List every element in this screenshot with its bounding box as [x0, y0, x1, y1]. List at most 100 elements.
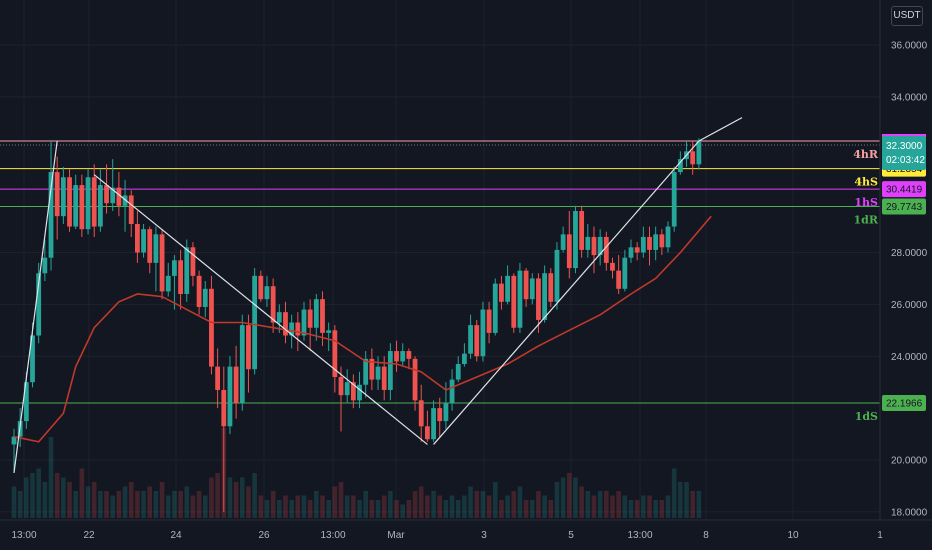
candle-body [172, 260, 177, 276]
time-axis[interactable]: 13:00 22 24 26 13:00 Mar 3 5 13:00 8 10 1 [0, 519, 932, 541]
volume-bar [628, 500, 634, 518]
candle-body [135, 223, 140, 253]
volume-bar [554, 482, 560, 518]
last-price-tag [882, 135, 926, 170]
level-name-label: 1dR [854, 213, 879, 226]
volume-bar [449, 495, 455, 518]
bar-countdown: 02:03:42 [886, 155, 925, 166]
candle-body [640, 236, 646, 253]
time-tick-label: 13:00 [320, 530, 345, 541]
grid-lines [0, 0, 881, 520]
trend-line[interactable] [93, 174, 428, 445]
volume-bar [54, 473, 60, 518]
candle-body [418, 400, 424, 427]
candle-body [579, 211, 585, 250]
candle-body [690, 151, 696, 165]
volume-bar [110, 495, 116, 518]
price-tick-label: 36.0000 [891, 41, 928, 52]
candle-body [536, 278, 541, 320]
candle-body [233, 366, 239, 403]
volume-bar [597, 491, 603, 518]
candle-body [449, 379, 455, 403]
price-tags: 31.235430.441929.774322.196632.300002:03… [882, 133, 926, 412]
candlestick-series [11, 138, 702, 512]
volume-bar [573, 477, 578, 518]
candle-body [566, 234, 572, 269]
price-axis[interactable]: 36.0000 34.0000 28.0000 26.0000 24.0000 20.00… [879, 0, 928, 520]
last-price-value: 32.3000 [886, 141, 923, 152]
candle-body [431, 408, 436, 440]
candle-body [23, 382, 29, 422]
volume-bar [425, 495, 430, 518]
candle-body [387, 351, 393, 390]
trend-line[interactable] [698, 117, 743, 142]
volume-bar [653, 500, 658, 518]
volume-bar [141, 491, 146, 518]
candle-body [116, 187, 122, 206]
volume-bar [190, 495, 196, 518]
candle-body [190, 247, 196, 276]
volume-bar [418, 486, 424, 518]
volume-bar [523, 500, 529, 518]
candle-body [529, 278, 535, 300]
trend-line[interactable] [13, 140, 58, 474]
volume-bar [233, 482, 239, 518]
candle-body [603, 236, 609, 263]
volume-bar [36, 468, 41, 518]
volume-bar [560, 477, 566, 518]
volume-bar [567, 473, 572, 518]
volume-bar [11, 486, 17, 518]
candle-body [437, 408, 443, 422]
price-tick-label: 34.0000 [891, 92, 928, 103]
volume-bar [579, 486, 584, 518]
trend-line[interactable] [433, 140, 700, 445]
level-lines [0, 140, 880, 404]
volume-bar [79, 468, 85, 518]
candle-body [307, 309, 313, 328]
volume-bar [455, 500, 461, 518]
volume-bar [307, 500, 313, 518]
candle-body [141, 229, 146, 253]
candle-body [246, 325, 251, 370]
candle-body [671, 172, 677, 227]
volume-bar [122, 486, 128, 518]
volume-bar [591, 495, 597, 518]
price-tick-label: 18.0000 [891, 507, 928, 518]
candle-body [394, 351, 399, 362]
candle-body [215, 366, 221, 390]
volume-bar [61, 477, 66, 518]
volume-bar [634, 500, 640, 518]
trend-lines[interactable] [13, 117, 743, 474]
volume-bar [363, 491, 368, 518]
volume-bar [381, 495, 387, 518]
candle-body [332, 330, 338, 377]
candle-body [97, 185, 103, 227]
candle-body [36, 273, 42, 336]
level-name-label: 4hS [854, 176, 878, 189]
volume-bar [178, 491, 183, 518]
volume-bar [338, 482, 344, 518]
volume-bar [406, 500, 412, 518]
candle-body [468, 325, 473, 354]
candle-body [128, 195, 134, 224]
candle-body [344, 382, 350, 396]
candle-body [295, 322, 301, 336]
level-name-label: 1dS [855, 410, 878, 423]
candle-body [424, 426, 430, 440]
volume-bar [147, 486, 153, 518]
candle-body [369, 358, 375, 380]
candle-body [196, 275, 202, 307]
candle-body [406, 351, 412, 359]
candle-body [252, 275, 258, 370]
currency-button[interactable]: USDT [891, 6, 923, 26]
candle-body [480, 309, 486, 357]
candle-body [239, 325, 245, 403]
candle-body [585, 236, 591, 250]
candle-body [474, 325, 480, 357]
volume-bar [665, 495, 671, 518]
volume-bar [17, 491, 23, 518]
volume-bar [437, 495, 443, 518]
time-tick-label: Mar [387, 530, 405, 541]
